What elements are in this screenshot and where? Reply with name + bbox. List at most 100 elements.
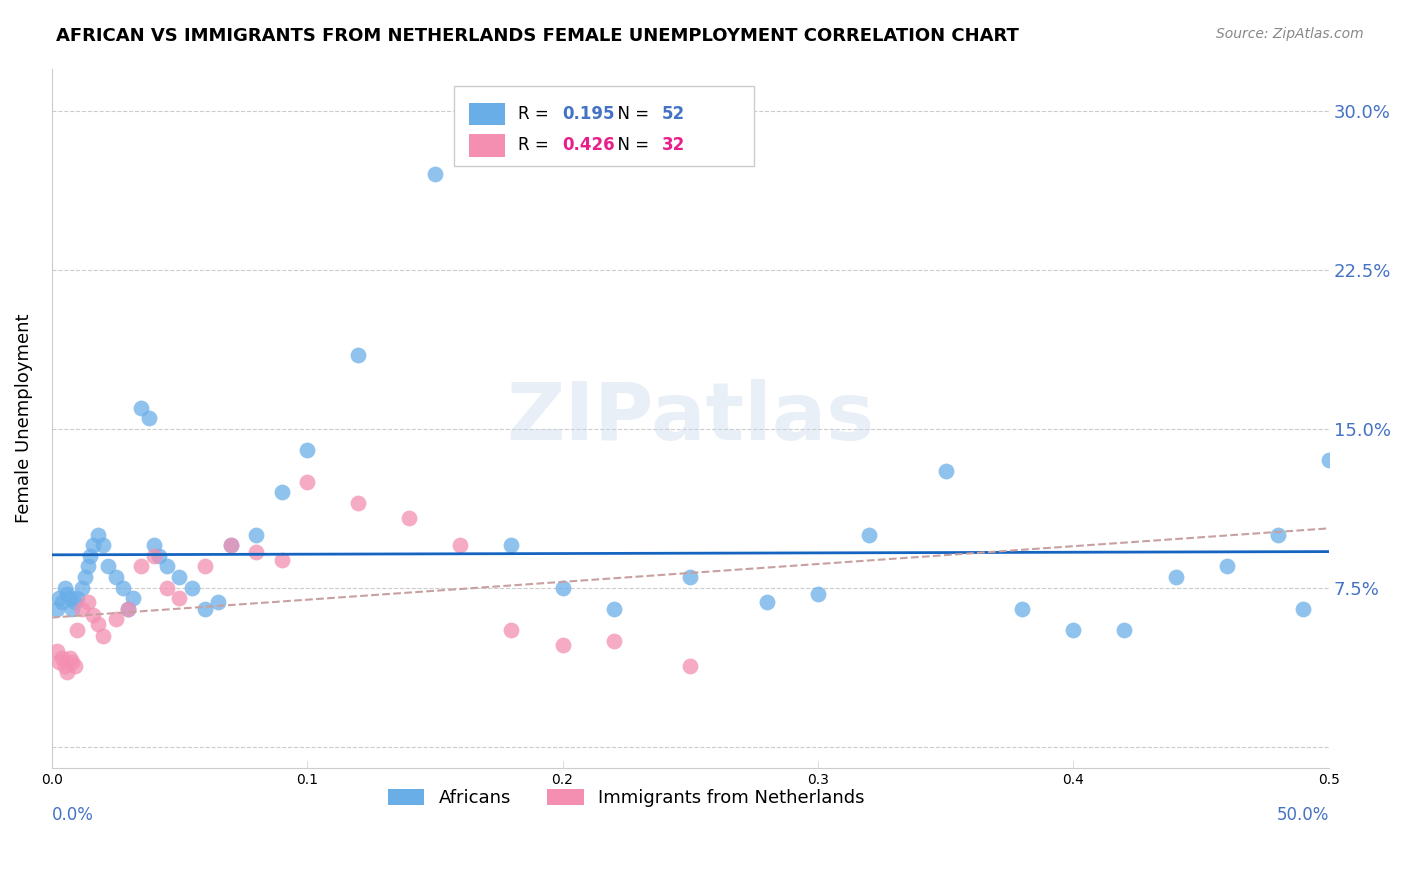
Point (82, 538, 104, 552)
Point (1062, 623, 1084, 637)
Point (129, 559, 152, 574)
Point (295, 442, 318, 457)
Text: N =: N = (607, 136, 655, 154)
Point (129, 401, 152, 415)
Point (117, 602, 139, 616)
Point (219, 538, 242, 552)
Point (142, 538, 165, 552)
Point (51, 650, 73, 665)
Point (551, 638, 574, 652)
Point (347, 347, 370, 361)
Point (1215, 559, 1237, 574)
Point (270, 485, 292, 500)
Point (1114, 623, 1136, 637)
Text: R =: R = (517, 136, 554, 154)
Point (858, 527, 880, 541)
Point (423, 168, 446, 182)
Y-axis label: Female Unemployment: Female Unemployment (15, 313, 32, 523)
Point (56, 587, 79, 601)
Text: 0.426: 0.426 (562, 136, 616, 154)
Point (76, 595, 98, 609)
Point (72, 602, 94, 616)
Bar (470, 134, 505, 157)
Text: 52: 52 (662, 105, 685, 123)
Point (53, 581, 76, 595)
Point (63, 595, 86, 609)
Point (207, 595, 229, 609)
Point (104, 570, 127, 584)
Point (755, 595, 778, 609)
Text: 50.0%: 50.0% (1277, 806, 1329, 824)
Bar (470, 103, 505, 125)
Text: N =: N = (607, 105, 655, 123)
Point (148, 549, 170, 563)
Point (72, 581, 94, 595)
Point (59, 591, 82, 606)
Point (76, 559, 98, 574)
Point (219, 538, 242, 552)
Text: ZIPatlas: ZIPatlas (506, 379, 875, 457)
Point (45, 644, 67, 658)
Point (501, 623, 523, 637)
Point (60, 602, 83, 616)
Point (122, 591, 145, 606)
Point (73, 570, 96, 584)
Point (181, 581, 204, 595)
FancyBboxPatch shape (454, 86, 754, 167)
Point (807, 587, 830, 601)
Point (398, 510, 420, 524)
Point (194, 602, 217, 616)
Point (87, 616, 110, 631)
Point (295, 475, 318, 489)
Text: 0.0%: 0.0% (52, 806, 94, 824)
Point (156, 559, 179, 574)
Point (679, 659, 702, 673)
Text: AFRICAN VS IMMIGRANTS FROM NETHERLANDS FEMALE UNEMPLOYMENT CORRELATION CHART: AFRICAN VS IMMIGRANTS FROM NETHERLANDS F… (56, 27, 1019, 45)
Point (449, 538, 471, 552)
Point (270, 553, 292, 567)
Point (60, 655, 83, 669)
Point (87, 527, 110, 541)
Point (82, 608, 104, 623)
Point (501, 538, 523, 552)
Point (602, 602, 624, 616)
Point (1292, 602, 1315, 616)
Point (347, 496, 370, 510)
Point (1011, 602, 1033, 616)
Point (91, 538, 114, 552)
Point (66, 591, 89, 606)
Point (551, 581, 574, 595)
Point (1317, 453, 1340, 467)
Point (45, 602, 67, 616)
Point (138, 411, 160, 425)
Point (1267, 527, 1289, 541)
Point (112, 581, 135, 595)
Text: 32: 32 (662, 136, 685, 154)
Point (245, 527, 267, 541)
Point (48, 655, 70, 669)
Point (53, 659, 76, 673)
Point (63, 659, 86, 673)
Point (91, 629, 114, 643)
Point (169, 591, 191, 606)
Point (602, 633, 624, 648)
Point (66, 623, 89, 637)
Text: R =: R = (517, 105, 554, 123)
Text: Source: ZipAtlas.com: Source: ZipAtlas.com (1216, 27, 1364, 41)
Point (59, 650, 82, 665)
Point (935, 464, 957, 478)
Point (156, 581, 179, 595)
Point (79, 549, 101, 563)
Point (1164, 570, 1187, 584)
Point (117, 602, 139, 616)
Point (104, 612, 127, 626)
Text: 0.195: 0.195 (562, 105, 614, 123)
Point (48, 591, 70, 606)
Point (194, 559, 217, 574)
Point (56, 665, 79, 680)
Point (51, 595, 73, 609)
Point (142, 549, 165, 563)
Point (245, 544, 267, 558)
Point (679, 570, 702, 584)
Point (97, 559, 120, 574)
